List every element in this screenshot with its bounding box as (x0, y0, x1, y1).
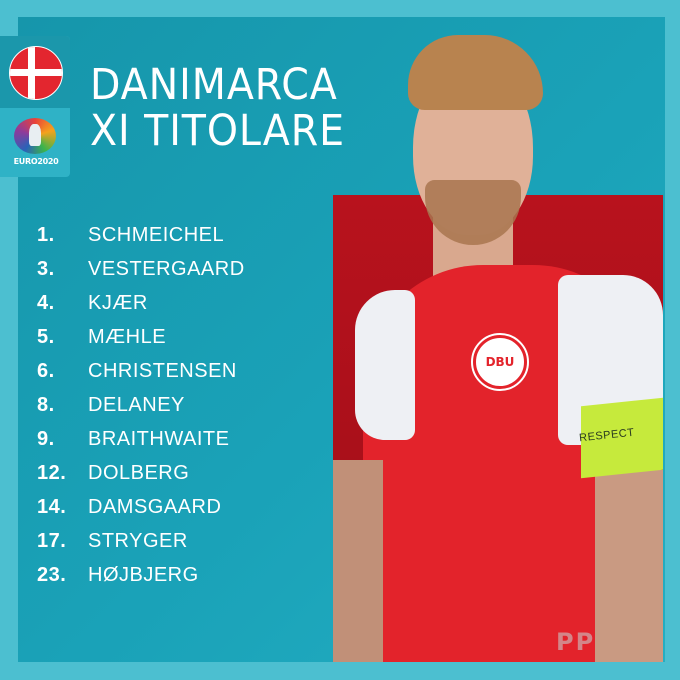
dbu-crest-icon: DBU (471, 333, 529, 391)
list-item: 12. DOLBERG (37, 456, 245, 490)
list-item: 23. HØJBJERG (37, 558, 245, 592)
title-subtitle: XI TITOLARE (90, 106, 346, 156)
player-arm-left (333, 460, 383, 662)
player-number: 6. (37, 359, 55, 382)
jersey-sleeve-left (355, 290, 415, 440)
page-title: DANIMARCA XI TITOLARE (90, 62, 345, 154)
list-item: 8. DELANEY (37, 388, 245, 422)
player-number: 14. (37, 495, 67, 518)
team-badge: EURO2020 (0, 36, 70, 177)
crest-text: DBU (485, 355, 515, 369)
list-item: 14. DAMSGAARD (37, 490, 245, 524)
list-item: 6. CHRISTENSEN (37, 354, 245, 388)
player-hair (408, 35, 543, 110)
player-name: BRAITHWAITE (88, 427, 230, 450)
player-name: SCHMEICHEL (88, 223, 225, 246)
player-number: 9. (37, 427, 55, 450)
list-item: 17. STRYGER (37, 524, 245, 558)
player-number: 1. (37, 223, 55, 246)
player-name: KJÆR (88, 291, 148, 314)
player-number: 17. (37, 529, 67, 552)
flag-container (0, 36, 70, 108)
player-number: 12. (37, 461, 67, 484)
player-name: DELANEY (88, 393, 185, 416)
list-item: 9. BRAITHWAITE (37, 422, 245, 456)
euro2020-logo-text: EURO2020 (13, 157, 59, 166)
watermark-logo: PP (556, 628, 596, 656)
player-name: CHRISTENSEN (88, 359, 237, 382)
player-photo: RESPECT DBU (333, 30, 663, 662)
player-name: HØJBJERG (88, 563, 199, 586)
list-item: 4. KJÆR (37, 286, 245, 320)
player-name: DOLBERG (88, 461, 190, 484)
player-name: STRYGER (88, 529, 188, 552)
player-name: VESTERGAARD (88, 257, 245, 280)
title-team: DANIMARCA (90, 60, 338, 110)
list-item: 5. MÆHLE (37, 320, 245, 354)
player-name: DAMSGAARD (88, 495, 222, 518)
player-number: 8. (37, 393, 55, 416)
player-name: MÆHLE (88, 325, 167, 348)
list-item: 3. VESTERGAARD (37, 252, 245, 286)
euro2020-logo-icon (14, 118, 56, 154)
lineup-list: 1. SCHMEICHEL 3. VESTERGAARD 4. KJÆR 5. MÆHL… (37, 218, 245, 592)
list-item: 1. SCHMEICHEL (37, 218, 245, 252)
player-number: 23. (37, 563, 67, 586)
player-number: 4. (37, 291, 55, 314)
player-number: 3. (37, 257, 55, 280)
denmark-flag-icon (9, 46, 63, 100)
player-number: 5. (37, 325, 55, 348)
player-arm-right (595, 470, 663, 662)
